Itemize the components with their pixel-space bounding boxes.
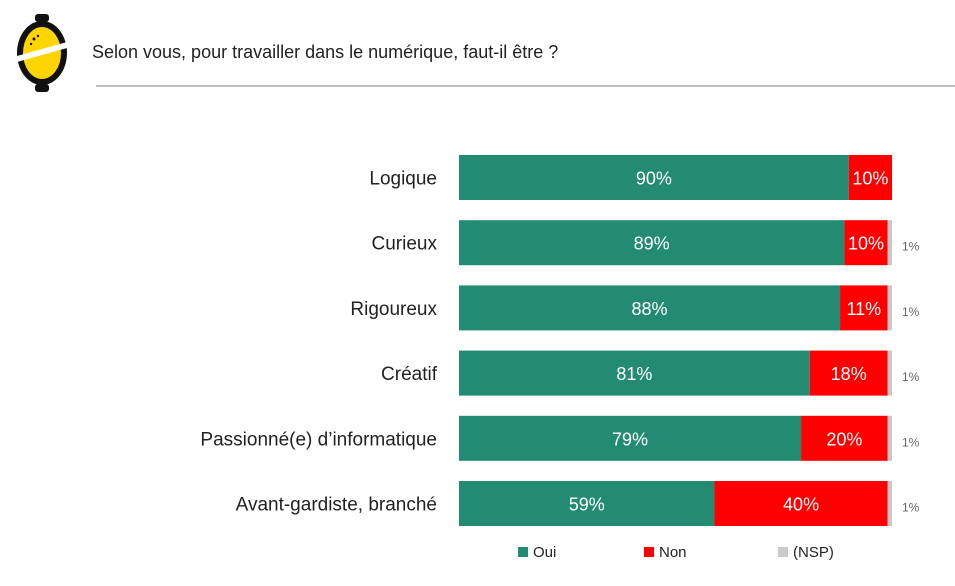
bar-nsp [887,481,892,526]
data-label-nsp: 1% [902,305,920,319]
bar-oui [459,350,810,396]
data-label-non: 10% [848,234,884,254]
legend-swatch-nsp [778,547,788,557]
data-label-non: 18% [831,364,867,384]
bar-non [714,481,888,526]
bar-oui [459,155,849,200]
data-label-nsp: 1% [902,240,920,254]
survey-question: Selon vous, pour travailler dans le numé… [92,42,559,62]
bar-nsp [887,350,892,396]
bar-non [809,350,888,396]
legend-label-nsp: (NSP) [793,544,834,561]
category-label: Logique [369,169,437,190]
data-label-non: 10% [852,169,888,189]
data-label-oui: 79% [612,429,648,449]
data-label-oui: 81% [616,364,652,384]
bar-non [844,220,888,266]
bar-non [848,155,892,200]
brand-logo [14,12,70,94]
legend-label-non: Non [659,544,687,561]
bar-nsp [887,220,892,266]
data-label-nsp: 1% [902,435,920,449]
bar-nsp [887,285,892,331]
category-label: Curieux [372,234,438,255]
bar-oui [459,415,802,461]
data-label-non: 11% [847,299,882,319]
data-label-non: 40% [783,495,819,515]
legend-swatch-oui [518,547,528,557]
data-label-non: 20% [826,429,862,449]
data-label-oui: 89% [634,234,670,254]
category-label: Rigoureux [350,299,437,320]
legend-swatch-non [644,547,654,557]
bar-nsp [887,415,892,461]
bar-non [840,285,888,331]
category-label: Créatif [381,364,438,385]
legend-label-oui: Oui [533,544,556,561]
bar-non [801,415,888,461]
title-divider [96,85,955,87]
category-label: Passionné(e) d’informatique [200,429,437,450]
data-label-oui: 90% [636,169,672,189]
data-label-oui: 88% [632,299,668,319]
bar-oui [459,220,845,266]
data-label-oui: 59% [569,495,605,515]
data-label-nsp: 1% [902,370,920,384]
category-label: Avant-gardiste, branché [236,495,437,516]
data-label-nsp: 1% [902,501,920,515]
bar-oui [459,285,841,331]
bar-oui [459,481,715,526]
